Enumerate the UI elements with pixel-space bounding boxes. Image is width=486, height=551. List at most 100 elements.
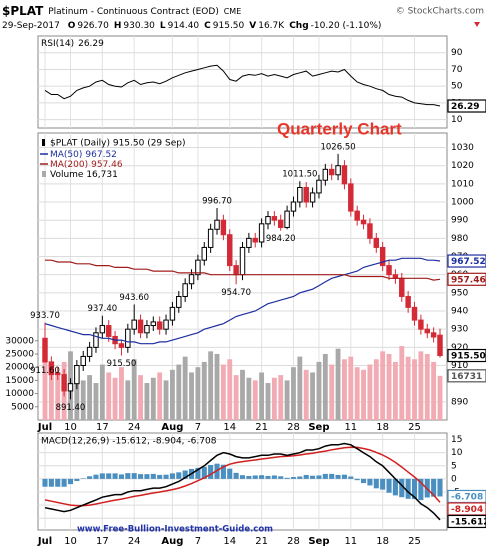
price-annotation: 911.60 [30,366,60,376]
candle-body [188,274,195,285]
quote-key: O [68,21,76,31]
y-tick-label: 920 [451,343,468,353]
volume-bar [189,372,194,420]
legend-label: Volume 16,731 [50,170,118,180]
price-annotation: 915.50 [107,359,137,369]
legend-name: MA(50) [50,150,82,160]
x-tick-label: 25 [408,536,421,547]
histogram-bar [431,478,437,497]
volume-bar [87,375,93,420]
y-tick-label: 1000 [451,198,474,208]
legend-name: MA(200) [50,160,88,170]
y-tick-label: 940 [451,307,468,317]
histogram-bar [125,473,131,479]
volume-bar [431,361,437,420]
chart-title: Quarterly Chart [277,119,402,138]
quote-value: 926.70 [77,21,109,31]
candle-body [322,168,329,181]
footer: www.Free-Bullion-Investment-Guide.com [77,525,273,535]
instrument-name: Platinum - Continuous Contract (EOD) [48,7,219,17]
candle-body [214,219,220,230]
volume-bar [335,348,341,420]
x-tick-label: 21 [255,422,268,433]
y-tick-label: 890 [451,397,468,407]
x-tick-label: 11 [344,422,357,433]
volume-bar [80,380,86,420]
panel-title-name: RSI(14) [41,39,74,49]
candle-body [418,319,424,330]
quote-key: H [114,21,122,31]
price-annotation: 1026.50 [320,142,355,152]
y-tick-label: 10 [451,115,463,125]
legend-label: MA(50) 967.52 [50,150,117,160]
x-tick-label: Aug [161,422,183,433]
candle-body [252,237,258,243]
x-tick-label: 25 [408,422,421,433]
candle-body [105,325,112,337]
x-tick-label: Sep [308,536,329,547]
volume-bar [297,356,303,420]
candle-body [411,306,418,321]
quote-value: 930.30 [123,21,155,31]
x-tick-label: Jul [37,422,52,433]
histogram-bar [354,478,360,481]
price-annotation: 954.70 [221,288,251,298]
value-badge [447,254,486,268]
y-tick-label: 990 [451,216,468,226]
value-badge-label: -6.708 [451,492,483,502]
candle-body [93,332,99,348]
candle-body [169,306,176,321]
histogram-bar [252,475,258,479]
value-badge [447,348,486,363]
legend-value: 967.52 [85,150,117,160]
histogram-bar [265,475,271,479]
macd-line [44,442,441,521]
y-tick-label: 90 [451,48,463,58]
histogram-bar [271,475,277,479]
price-annotation: 943.60 [119,293,149,303]
symbol: $PLAT [2,4,44,18]
histogram-bar [246,475,252,479]
x-tick-label: 7 [195,536,201,547]
histogram-bar [303,474,309,479]
y-tick-label: 10 [451,448,463,458]
y-tick-label: 930 [451,325,468,335]
quote-key: Chg [289,21,308,31]
candle-body [233,265,239,276]
moving-average [45,259,441,281]
candle-body [67,383,74,392]
candle-body [277,219,284,228]
histogram-bar [373,478,379,489]
volume-bar [291,367,296,420]
volume-bar [119,367,124,420]
price-annotation: 1011.50 [282,170,317,180]
histogram-bar [227,468,233,479]
quote-key: C [204,21,211,31]
histogram-bar [99,473,105,479]
candle-body [316,179,322,194]
price-annotation: 996.70 [202,197,232,207]
candle-body [182,283,188,297]
histogram-bar [93,474,99,479]
histogram-bar [144,474,150,479]
histogram-bar [67,478,74,485]
histogram-bar [399,478,405,498]
candle-body [239,246,246,276]
y-tick-label: 910 [451,361,468,371]
panel-title: RSI(14) 26.29 [41,39,104,49]
histogram-bar [48,478,54,487]
candle-body [367,223,373,239]
volume-bar [399,346,405,420]
price-annotation: 937.40 [87,304,117,314]
candle-body [271,216,278,221]
candle-body [156,321,163,330]
x-tick-label: 18 [376,536,389,547]
candle-body [309,192,316,203]
volume-bar [227,359,233,420]
y-tick-label: 5 [451,461,457,471]
histogram-bar [157,474,163,479]
histogram-bar [341,474,347,479]
candle-body [430,332,437,338]
candle-body [246,237,252,248]
